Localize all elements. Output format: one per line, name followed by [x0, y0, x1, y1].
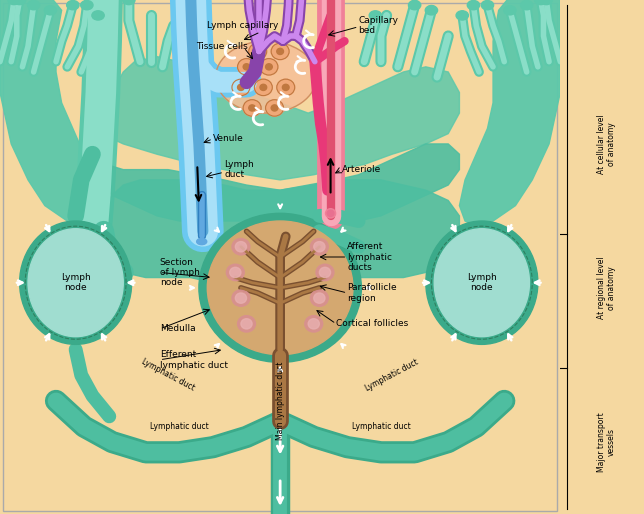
Text: Lymphatic duct: Lymphatic duct: [150, 422, 209, 431]
Text: Section
of lymph
node: Section of lymph node: [160, 258, 200, 287]
Ellipse shape: [481, 1, 493, 10]
Circle shape: [238, 84, 244, 90]
Text: At cellular level
of anatomy: At cellular level of anatomy: [596, 114, 616, 174]
Ellipse shape: [28, 1, 40, 10]
Circle shape: [310, 290, 328, 306]
Circle shape: [282, 84, 289, 90]
Circle shape: [310, 238, 328, 255]
Ellipse shape: [67, 1, 79, 10]
Text: Cortical follicles: Cortical follicles: [336, 319, 408, 328]
Ellipse shape: [456, 11, 468, 20]
Text: Medulla: Medulla: [160, 324, 195, 334]
Text: Capillary
bed: Capillary bed: [359, 16, 399, 35]
Ellipse shape: [196, 238, 207, 245]
Ellipse shape: [426, 221, 538, 344]
Text: Lymph
duct: Lymph duct: [224, 160, 254, 179]
Circle shape: [230, 267, 241, 278]
Circle shape: [241, 319, 252, 329]
Polygon shape: [0, 0, 101, 226]
Ellipse shape: [425, 6, 437, 15]
Ellipse shape: [19, 221, 131, 344]
Circle shape: [238, 59, 256, 75]
Circle shape: [243, 100, 261, 116]
Circle shape: [260, 59, 278, 75]
Circle shape: [226, 264, 244, 281]
Polygon shape: [459, 0, 560, 226]
Circle shape: [271, 43, 289, 60]
Text: Lymph capillary: Lymph capillary: [207, 21, 279, 30]
Circle shape: [232, 79, 250, 96]
Text: Lymph
node: Lymph node: [61, 273, 91, 292]
Ellipse shape: [325, 209, 336, 218]
Circle shape: [243, 64, 250, 70]
Ellipse shape: [14, 0, 26, 5]
Text: Afferent
lymphatic
ducts: Afferent lymphatic ducts: [347, 242, 392, 272]
Ellipse shape: [327, 210, 334, 216]
Circle shape: [314, 242, 325, 252]
Ellipse shape: [369, 11, 381, 20]
Circle shape: [277, 48, 283, 54]
Circle shape: [235, 242, 247, 252]
Text: Main lymphatic duct: Main lymphatic duct: [276, 362, 285, 440]
Text: Lymphatic duct: Lymphatic duct: [140, 357, 196, 393]
Circle shape: [199, 213, 361, 362]
Ellipse shape: [535, 0, 547, 5]
Circle shape: [249, 105, 256, 111]
Circle shape: [260, 84, 267, 90]
Ellipse shape: [434, 229, 529, 337]
Circle shape: [232, 290, 250, 306]
Ellipse shape: [468, 1, 480, 10]
Ellipse shape: [92, 11, 104, 20]
Text: Venule: Venule: [213, 134, 243, 143]
Circle shape: [235, 293, 247, 303]
Ellipse shape: [80, 1, 93, 10]
Circle shape: [254, 79, 272, 96]
Ellipse shape: [520, 1, 533, 10]
Ellipse shape: [540, 0, 553, 5]
Circle shape: [271, 105, 278, 111]
Circle shape: [308, 319, 319, 329]
Circle shape: [265, 64, 272, 70]
Text: At regional level
of anatomy: At regional level of anatomy: [596, 256, 616, 319]
Polygon shape: [101, 57, 459, 180]
Circle shape: [265, 100, 283, 116]
Text: Efferent
lymphatic duct: Efferent lymphatic duct: [160, 350, 228, 370]
Text: Lymphatic duct: Lymphatic duct: [352, 422, 410, 431]
Ellipse shape: [28, 229, 123, 337]
Circle shape: [314, 293, 325, 303]
Polygon shape: [101, 144, 459, 221]
Ellipse shape: [44, 6, 57, 15]
Polygon shape: [101, 180, 459, 288]
Circle shape: [305, 316, 323, 332]
Text: Lymphatic duct: Lymphatic duct: [364, 357, 421, 393]
Circle shape: [254, 48, 261, 54]
Circle shape: [316, 264, 334, 281]
Ellipse shape: [216, 41, 317, 113]
Circle shape: [319, 267, 330, 278]
Ellipse shape: [504, 6, 516, 15]
Text: Arteriole: Arteriole: [342, 165, 381, 174]
Text: Tissue cells: Tissue cells: [196, 42, 248, 51]
Circle shape: [238, 316, 256, 332]
Ellipse shape: [123, 0, 135, 5]
Ellipse shape: [408, 1, 421, 10]
Circle shape: [207, 221, 353, 355]
Text: Major transport
vessels: Major transport vessels: [596, 412, 616, 472]
Circle shape: [277, 79, 295, 96]
Circle shape: [232, 238, 250, 255]
Circle shape: [249, 43, 267, 60]
Text: Lymph
node: Lymph node: [467, 273, 497, 292]
Text: Parafollicle
region: Parafollicle region: [347, 283, 397, 303]
Ellipse shape: [8, 0, 20, 5]
